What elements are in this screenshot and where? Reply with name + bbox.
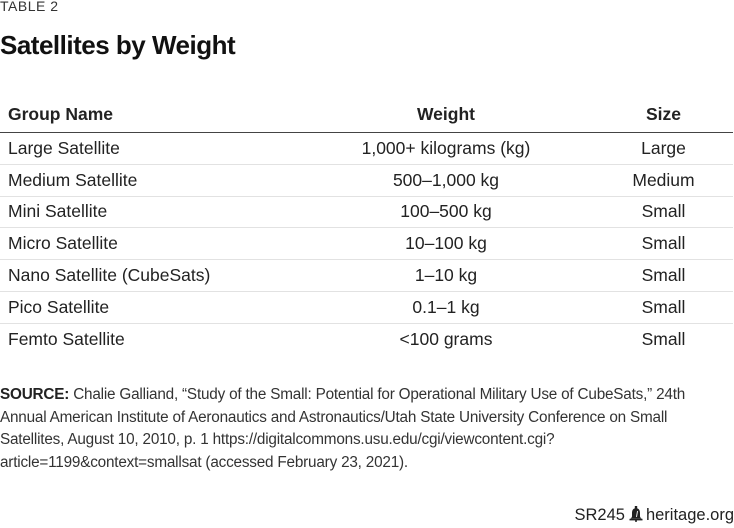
cell-size: Medium [586, 164, 733, 197]
cell-group-name: Pico Satellite [0, 291, 298, 324]
cell-group-name: Large Satellite [0, 132, 298, 165]
cell-weight: 500–1,000 kg [298, 164, 586, 197]
report-id: SR245 [574, 506, 625, 524]
column-header-weight: Weight [298, 96, 586, 133]
source-note: SOURCE: Chalie Galliand, “Study of the S… [0, 384, 734, 474]
cell-group-name: Micro Satellite [0, 227, 298, 261]
cell-weight: 100–500 kg [298, 196, 586, 229]
table-label: TABLE 2 [0, 0, 59, 14]
cell-weight: 1–10 kg [298, 259, 586, 292]
page-title: Satellites by Weight [0, 30, 236, 60]
cell-size: Small [586, 259, 733, 292]
cell-size: Small [641, 328, 686, 349]
cell-group-name: Mini Satellite [0, 196, 298, 229]
source-label: SOURCE: [0, 386, 70, 403]
site-name[interactable]: heritage.org [645, 506, 734, 524]
table-row: Pico Satellite 0.1–1 kg Small [0, 291, 733, 324]
source-text: Chalie Galliand, “Study of the Small: Po… [0, 386, 686, 471]
table-row: Micro Satellite 10–100 kg Small [0, 227, 733, 261]
cell-size: Small [586, 227, 733, 261]
table-row: Nano Satellite (CubeSats) 1–10 kg Small [0, 259, 733, 292]
column-header-size: Size [586, 96, 733, 133]
cell-group-name: Medium Satellite [0, 164, 298, 197]
liberty-bell-icon [629, 506, 643, 528]
cell-group-name: Femto Satellite [8, 328, 125, 349]
table-row: Mini Satellite 100–500 kg Small [0, 196, 733, 229]
table-header-row: Group Name Weight Size [0, 96, 733, 133]
cell-weight: <100 grams [399, 328, 493, 349]
table-row: Large Satellite 1,000+ kilograms (kg) La… [0, 132, 733, 165]
cell-size: Small [586, 196, 733, 229]
column-header-group-name: Group Name [0, 96, 298, 133]
satellites-table: Group Name Weight Size Large Satellite 1… [0, 96, 733, 355]
footer: SR245 heritage.org [574, 504, 734, 528]
cell-weight: 1,000+ kilograms (kg) [298, 132, 586, 165]
table-row: Femto Satellite <100 grams Small [0, 323, 733, 354]
cell-weight: 0.1–1 kg [298, 291, 586, 324]
cell-weight: 10–100 kg [298, 227, 586, 261]
cell-group-name: Nano Satellite (CubeSats) [0, 259, 298, 292]
cell-size: Large [586, 132, 733, 165]
cell-size: Small [586, 291, 733, 324]
table-row: Medium Satellite 500–1,000 kg Medium [0, 164, 733, 197]
